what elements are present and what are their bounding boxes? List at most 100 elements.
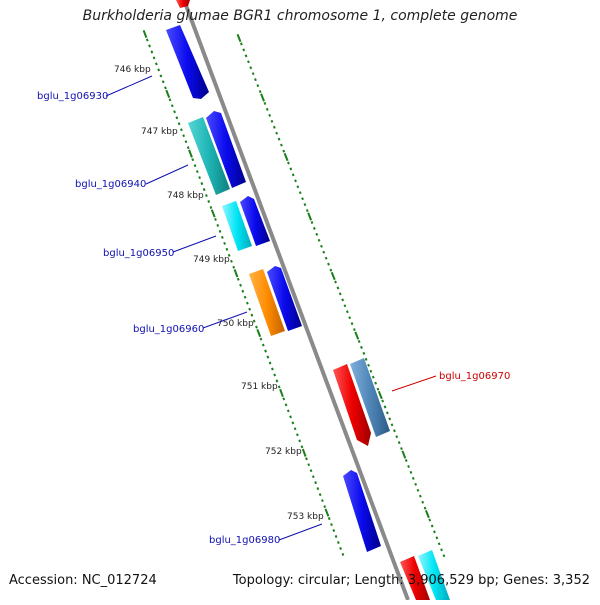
minor-tick: [277, 385, 281, 389]
minor-tick: [289, 167, 293, 171]
gene-label-bglu_1g06960[interactable]: bglu_1g06960: [133, 324, 204, 335]
minor-tick: [264, 349, 267, 353]
minor-tick: [305, 209, 309, 213]
major-tick: [236, 33, 242, 43]
minor-tick: [327, 517, 331, 521]
minor-tick: [329, 268, 333, 272]
gene-feature-bottom-red[interactable]: [400, 556, 430, 600]
gene-feature-blue-3[interactable]: [240, 196, 270, 246]
minor-tick: [159, 74, 163, 78]
minor-tick: [341, 552, 345, 556]
minor-tick: [177, 122, 181, 126]
minor-tick: [350, 322, 354, 326]
minor-tick: [314, 481, 317, 485]
minor-tick: [330, 523, 333, 527]
minor-tick: [168, 98, 172, 102]
minor-tick: [282, 149, 286, 153]
minor-tick: [336, 541, 340, 544]
minor-tick: [334, 535, 338, 538]
minor-tick: [198, 176, 201, 180]
minor-tick: [220, 235, 224, 239]
gene-feature-bottom-cyan[interactable]: [418, 550, 450, 600]
minor-tick: [268, 113, 272, 117]
minor-tick: [227, 253, 231, 257]
minor-tick: [298, 439, 302, 443]
leader-line: [145, 164, 189, 185]
minor-tick: [205, 194, 208, 197]
minor-tick: [303, 203, 307, 207]
minor-tick: [315, 232, 319, 236]
minor-tick: [239, 283, 242, 287]
minor-tick: [182, 134, 186, 138]
minor-tick: [161, 80, 165, 84]
minor-tick: [390, 423, 394, 427]
minor-tick: [332, 529, 336, 532]
minor-tick: [348, 316, 352, 320]
minor-tick: [193, 164, 197, 168]
minor-tick: [323, 505, 327, 509]
minor-tick: [310, 221, 314, 224]
minor-tick: [272, 125, 276, 129]
gene-feature-steel[interactable]: [350, 358, 390, 437]
gene-feature-cyan[interactable]: [222, 201, 252, 251]
gene-label-bglu_1g06950[interactable]: bglu_1g06950: [103, 248, 174, 259]
major-tick: [301, 448, 307, 457]
major-tick: [354, 331, 360, 340]
minor-tick: [364, 357, 368, 361]
gene-label-bglu_1g06930[interactable]: bglu_1g06930: [37, 91, 108, 102]
gene-feature-blue-2[interactable]: [206, 111, 246, 188]
minor-tick: [286, 409, 290, 413]
major-tick: [256, 329, 262, 338]
minor-tick: [322, 250, 326, 254]
kbp-label: 746 kbp: [114, 65, 151, 75]
major-tick: [324, 508, 330, 517]
kbp-label: 753 kbp: [287, 512, 324, 522]
gene-feature-bglu_1g06930[interactable]: [166, 25, 209, 99]
gene-feature-bglu_1g06980[interactable]: [343, 470, 381, 552]
minor-tick: [275, 379, 279, 383]
major-tick: [233, 269, 239, 278]
gene-feature-teal[interactable]: [188, 117, 230, 195]
minor-tick: [173, 110, 176, 114]
minor-tick: [250, 313, 254, 317]
gene-label-bglu_1g06980[interactable]: bglu_1g06980: [209, 535, 280, 546]
minor-tick: [252, 319, 256, 323]
minor-tick: [404, 459, 408, 462]
minor-tick: [291, 421, 295, 425]
gene-feature-orange[interactable]: [249, 269, 285, 336]
minor-tick: [232, 265, 236, 269]
minor-tick: [321, 499, 324, 503]
gene-label-bglu_1g06940[interactable]: bglu_1g06940: [75, 179, 146, 190]
minor-tick: [195, 170, 199, 174]
minor-tick: [300, 445, 304, 449]
minor-tick: [393, 429, 396, 433]
leader-line: [105, 75, 153, 97]
minor-tick: [345, 310, 349, 314]
minor-tick: [200, 182, 204, 186]
minor-tick: [395, 435, 399, 439]
minor-tick: [309, 469, 313, 473]
minor-tick: [223, 241, 226, 245]
minor-tick: [421, 500, 425, 504]
minor-tick: [296, 185, 300, 189]
minor-tick: [312, 226, 316, 230]
minor-tick: [273, 373, 277, 377]
minor-tick: [435, 536, 439, 540]
minor-tick: [442, 554, 446, 558]
gene-feature-blue-4[interactable]: [267, 266, 302, 331]
minor-tick: [318, 493, 322, 497]
minor-tick: [336, 286, 340, 290]
gene-feature-bglu_1g06970[interactable]: [333, 364, 371, 446]
minor-tick: [251, 72, 255, 76]
kbp-label: 749 kbp: [193, 255, 230, 265]
major-tick: [377, 390, 383, 400]
minor-tick: [214, 217, 217, 221]
minor-tick: [230, 259, 233, 263]
gene-label-bglu_1g06970[interactable]: bglu_1g06970: [439, 371, 510, 382]
minor-tick: [320, 244, 323, 248]
gene-feature-top-red[interactable]: [176, 0, 190, 8]
minor-tick: [400, 447, 403, 451]
major-tick: [279, 388, 284, 398]
minor-tick: [164, 86, 167, 90]
accession-label: Accession: NC_012724: [9, 573, 157, 588]
